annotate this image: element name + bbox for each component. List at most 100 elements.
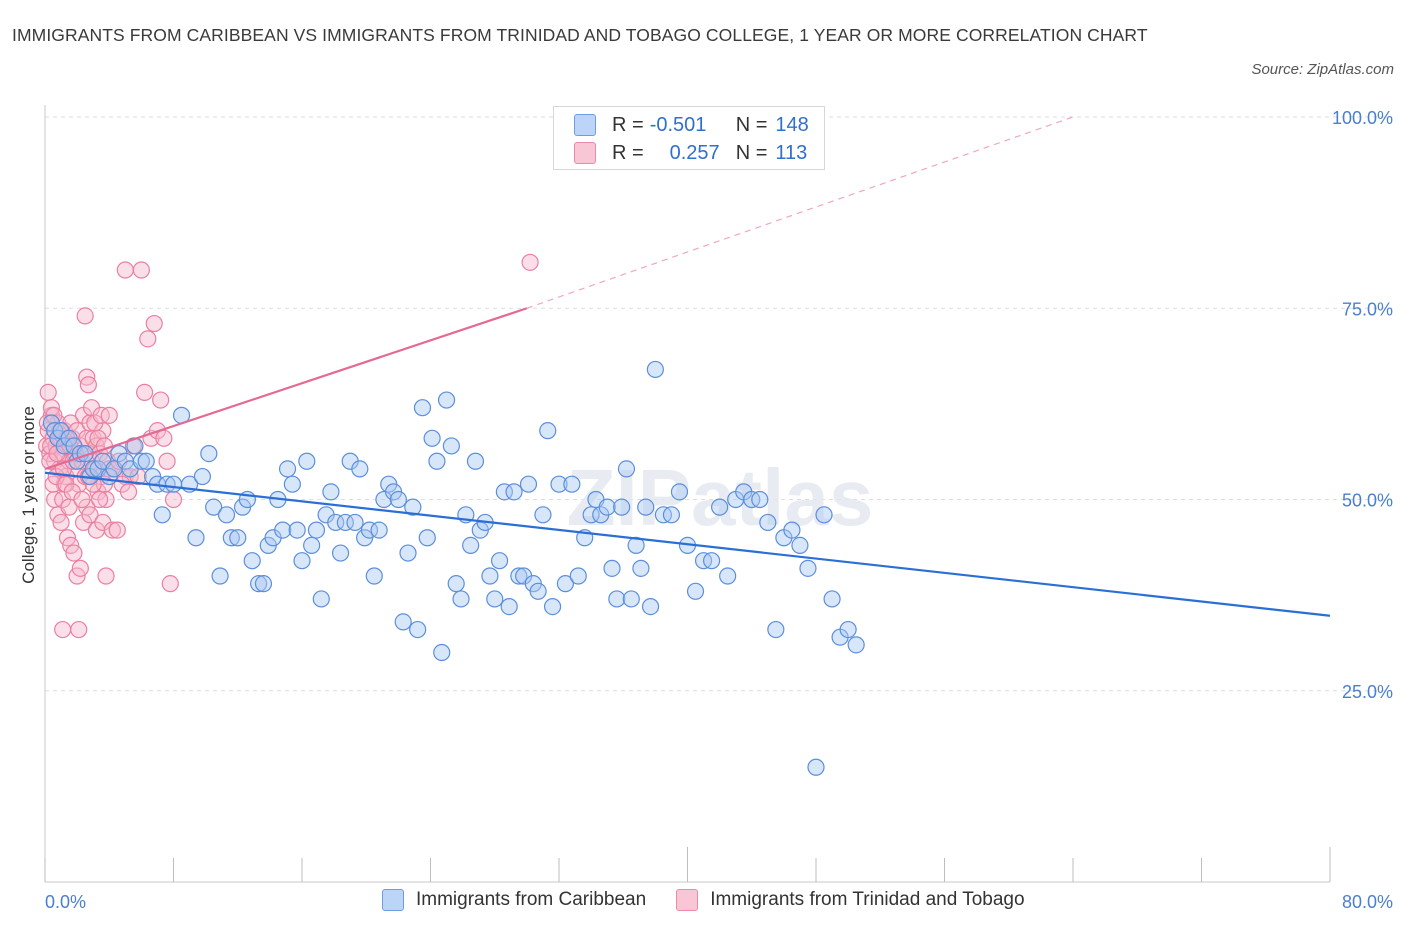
data-point <box>519 475 538 493</box>
data-point <box>52 513 70 532</box>
data-point <box>389 490 407 509</box>
data-point <box>759 513 777 532</box>
data-point <box>327 513 345 532</box>
data-point <box>641 597 660 616</box>
data-point <box>539 422 557 440</box>
data-point <box>137 452 155 470</box>
data-point <box>229 529 247 547</box>
data-point <box>442 437 460 455</box>
data-point <box>437 391 456 409</box>
data-point <box>807 758 825 776</box>
data-point <box>217 506 236 524</box>
n-label: N = <box>735 141 768 164</box>
data-point <box>686 582 705 600</box>
data-point <box>152 391 170 409</box>
data-point <box>481 567 499 585</box>
legend-swatch-caribbean <box>382 889 404 911</box>
series-legend: Immigrants from Caribbean Immigrants fro… <box>382 889 1055 911</box>
data-point <box>569 567 587 585</box>
data-point <box>627 536 645 555</box>
data-point <box>70 620 88 639</box>
data-point <box>670 483 689 501</box>
data-point <box>510 567 528 585</box>
data-point <box>243 552 261 570</box>
n-label: N = <box>735 113 768 136</box>
data-point <box>79 376 97 394</box>
data-point <box>799 559 817 577</box>
data-point <box>132 452 150 470</box>
data-point <box>298 452 316 470</box>
data-point <box>108 521 126 539</box>
data-point <box>613 498 631 516</box>
data-point <box>409 620 427 639</box>
data-point <box>783 521 801 539</box>
data-point <box>336 513 354 532</box>
data-point <box>598 498 616 516</box>
data-point <box>158 452 176 470</box>
n-value-trinidad: 113 <box>775 141 808 164</box>
data-point <box>211 567 229 585</box>
legend-item-caribbean: Immigrants from Caribbean <box>382 889 646 911</box>
x-tick-labels: 0.0% 80.0% <box>45 892 1393 912</box>
data-point <box>222 529 240 547</box>
data-point <box>486 590 504 608</box>
data-point <box>91 490 109 509</box>
data-point <box>466 452 485 470</box>
legend-item-trinidad: Immigrants from Trinidad and Tobago <box>676 889 1025 911</box>
y-tick-label: 50.0% <box>1342 491 1393 511</box>
data-point <box>65 544 83 562</box>
data-point <box>278 460 297 478</box>
x-tick-label: 0.0% <box>45 892 86 912</box>
data-point <box>97 567 115 585</box>
data-point <box>54 620 72 639</box>
data-point <box>433 643 451 662</box>
r-label: R = <box>612 113 644 136</box>
data-point <box>76 307 94 325</box>
y-tick-label: 75.0% <box>1342 299 1393 319</box>
r-value-caribbean: -0.501 <box>649 113 707 136</box>
data-point <box>534 506 552 524</box>
data-point <box>307 521 326 539</box>
data-point <box>119 483 138 501</box>
legend-label-trinidad: Immigrants from Trinidad and Tobago <box>710 889 1025 910</box>
axes <box>44 105 1331 883</box>
data-point <box>97 490 115 509</box>
data-point <box>360 521 379 539</box>
data-point <box>394 613 412 631</box>
data-point <box>351 460 369 478</box>
trend-lines <box>44 116 1331 617</box>
data-point <box>495 483 513 501</box>
data-point <box>250 575 268 593</box>
data-point <box>145 314 163 333</box>
data-point <box>283 475 301 493</box>
data-point <box>428 452 446 470</box>
data-point <box>288 521 306 539</box>
trend-line-caribbean <box>44 471 1331 617</box>
trend-line-trinidad <box>44 307 528 470</box>
data-point <box>839 620 857 639</box>
data-point <box>346 513 364 532</box>
data-point <box>719 567 737 585</box>
data-point <box>365 567 383 585</box>
data-point <box>370 521 388 539</box>
data-point <box>767 620 785 639</box>
trend-extension-trinidad <box>526 116 1074 309</box>
data-point <box>632 559 650 577</box>
data-point <box>490 552 509 570</box>
data-point <box>617 460 636 478</box>
data-point <box>500 597 518 616</box>
series-caribbean <box>42 360 865 776</box>
data-point <box>161 575 179 593</box>
data-point <box>164 490 183 509</box>
data-point <box>71 559 89 577</box>
y-tick-labels: 100.0% 75.0% 50.0% 25.0% <box>1332 108 1393 702</box>
data-point <box>543 597 562 616</box>
data-point <box>81 506 99 524</box>
data-point <box>205 498 223 516</box>
data-point <box>791 536 809 555</box>
data-point <box>158 475 176 493</box>
data-point <box>404 498 422 516</box>
data-point <box>100 406 118 424</box>
data-point <box>187 529 205 547</box>
data-point <box>505 483 523 501</box>
